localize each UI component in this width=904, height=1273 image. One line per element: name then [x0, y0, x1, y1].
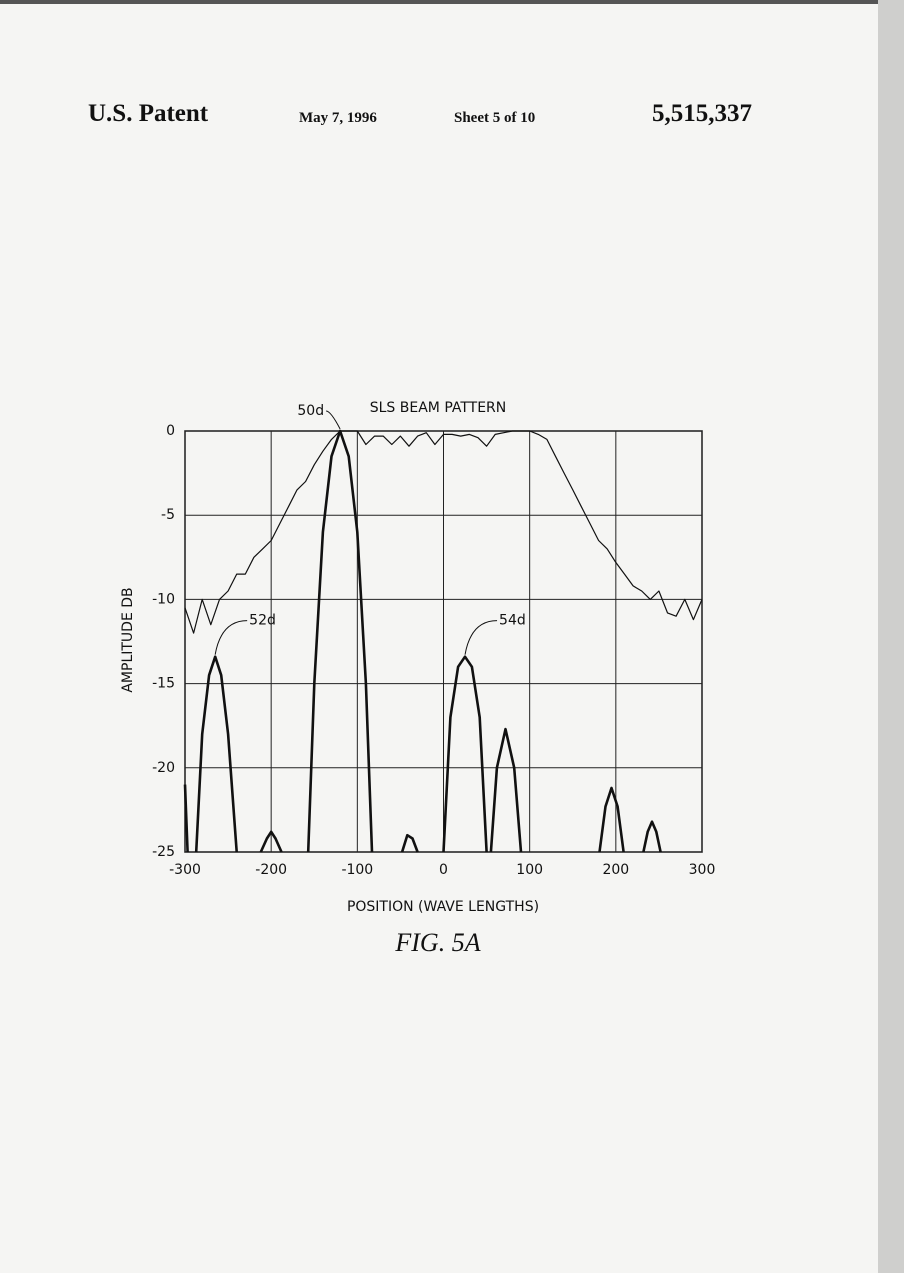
x-axis-label: POSITION (WAVE LENGTHS)	[347, 899, 539, 915]
x-tick-label: 200	[602, 862, 629, 878]
annotation-leader	[326, 411, 340, 429]
y-tick-label: -20	[152, 760, 175, 776]
annotation: 54d	[499, 613, 526, 629]
x-tick-label: 0	[439, 862, 448, 878]
figure-caption: FIG. 5A	[394, 928, 480, 957]
annotation: 52d	[249, 613, 276, 629]
annotation: 50d	[297, 403, 324, 419]
annotation-leader	[465, 621, 497, 655]
x-tick-label: 100	[516, 862, 543, 878]
x-tick-label: -200	[255, 862, 287, 878]
y-tick-label: -25	[152, 844, 175, 860]
y-tick-label: -10	[152, 591, 175, 607]
x-tick-label: -300	[169, 862, 201, 878]
y-tick-label: 0	[166, 423, 175, 439]
chart: SLS BEAM PATTERN POSITION (WAVE LENGTHS)…	[0, 0, 904, 1000]
y-axis-label: AMPLITUDE DB	[120, 587, 136, 692]
chart-title: SLS BEAM PATTERN	[370, 400, 507, 416]
x-tick-label: -100	[341, 862, 373, 878]
x-tick-label: 300	[689, 862, 716, 878]
annotation-leader	[215, 621, 247, 655]
series-line	[185, 431, 661, 852]
y-tick-label: -5	[161, 507, 175, 523]
patent-sheet: U.S. Patent May 7, 1996 Sheet 5 of 10 5,…	[0, 0, 904, 1273]
y-tick-label: -15	[152, 676, 175, 692]
